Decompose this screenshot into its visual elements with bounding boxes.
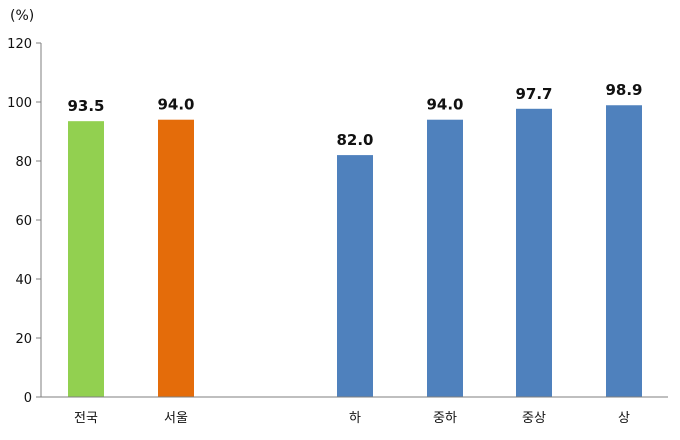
y-tick-label: 0: [24, 391, 32, 406]
y-axis-unit-label: (%): [10, 8, 34, 24]
y-tick-label: 120: [7, 37, 32, 52]
bar-value-label: 94.0: [157, 96, 194, 114]
bar: [606, 105, 642, 398]
bar-value-label: 93.5: [67, 97, 104, 115]
bar: [516, 108, 552, 397]
bar: [337, 155, 373, 397]
bar: [158, 119, 194, 397]
y-tick-label: 40: [15, 273, 32, 288]
x-category-label: 중상: [522, 411, 546, 426]
x-category-label: 전국: [74, 411, 98, 426]
y-tick-label: 80: [15, 155, 32, 170]
bar-value-label: 97.7: [515, 85, 552, 103]
bar-value-label: 94.0: [426, 96, 463, 114]
x-category-label: 서울: [164, 411, 188, 426]
bar: [427, 119, 463, 397]
y-tick-label: 100: [7, 96, 32, 111]
bar-value-label: 98.9: [605, 81, 642, 99]
bar-value-label: 82.0: [336, 131, 373, 149]
x-category-label: 하: [349, 411, 361, 426]
bar: [68, 121, 104, 398]
y-tick-label: 20: [15, 332, 32, 347]
x-category-label: 중하: [433, 411, 457, 426]
y-tick-label: 60: [15, 214, 32, 229]
x-category-label: 상: [618, 411, 630, 426]
